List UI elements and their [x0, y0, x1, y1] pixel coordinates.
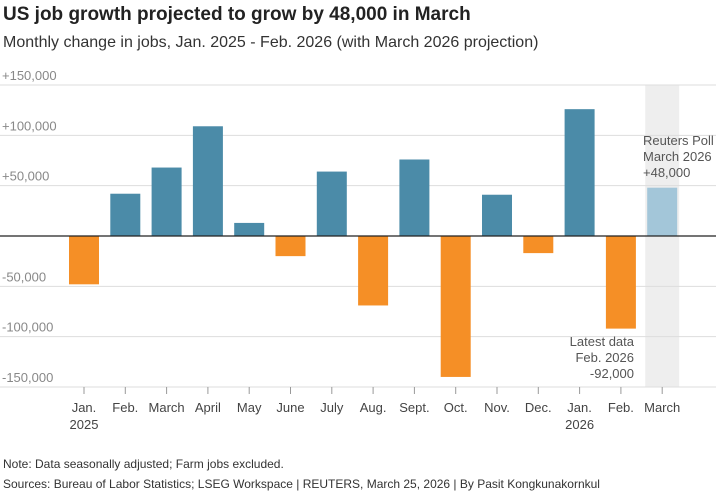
- bar: [564, 109, 595, 236]
- x-tick-label: Dec.: [525, 400, 552, 415]
- chart-note: Note: Data seasonally adjusted; Farm job…: [3, 457, 284, 471]
- bar: [110, 193, 141, 236]
- x-year-label: 2026: [565, 417, 594, 432]
- bar: [192, 126, 223, 236]
- bar: [358, 236, 389, 306]
- bar: [316, 171, 347, 236]
- x-tick-label: Jan.: [567, 400, 592, 415]
- latest-annotation-month: Feb. 2026: [575, 350, 634, 365]
- x-tick-label: March: [149, 400, 185, 415]
- poll-annotation-month: March 2026: [643, 149, 712, 164]
- latest-annotation-value: -92,000: [590, 366, 634, 381]
- y-tick-label: +100,000: [2, 118, 57, 133]
- x-tick-label: Nov.: [484, 400, 510, 415]
- poll-annotation-value: +48,000: [643, 165, 690, 180]
- bar: [605, 236, 636, 329]
- bar: [482, 194, 512, 236]
- bar: [399, 159, 430, 236]
- chart-source: Sources: Bureau of Labor Statistics; LSE…: [3, 477, 600, 491]
- bar: [275, 236, 306, 257]
- bar: [440, 236, 471, 377]
- x-tick-label: Aug.: [360, 400, 387, 415]
- x-tick-label: April: [195, 400, 221, 415]
- x-tick-label: Feb.: [608, 400, 634, 415]
- y-tick-label: -50,000: [2, 269, 46, 284]
- chart-title: US job growth projected to grow by 48,00…: [3, 4, 471, 25]
- projection-bar: [647, 187, 678, 236]
- y-tick-label: +150,000: [2, 68, 57, 83]
- poll-annotation-title: Reuters Poll: [643, 133, 714, 148]
- x-tick-label: Sept.: [399, 400, 429, 415]
- y-tick-label: -100,000: [2, 320, 53, 335]
- latest-annotation-title: Latest data: [570, 334, 635, 349]
- x-tick-label: Feb.: [112, 400, 138, 415]
- y-tick-label: +50,000: [2, 169, 49, 184]
- x-tick-label: July: [320, 400, 344, 415]
- bar: [151, 167, 182, 236]
- bar: [69, 236, 99, 285]
- y-tick-label: -150,000: [2, 370, 53, 385]
- bar: [234, 222, 265, 236]
- x-tick-label: June: [276, 400, 304, 415]
- x-tick-label: Jan.: [72, 400, 97, 415]
- bar: [523, 236, 554, 254]
- x-tick-label: Oct.: [444, 400, 468, 415]
- chart-subtitle: Monthly change in jobs, Jan. 2025 - Feb.…: [3, 34, 539, 51]
- x-tick-label: May: [237, 400, 262, 415]
- x-tick-label: March: [644, 400, 680, 415]
- x-year-label: 2025: [70, 417, 99, 432]
